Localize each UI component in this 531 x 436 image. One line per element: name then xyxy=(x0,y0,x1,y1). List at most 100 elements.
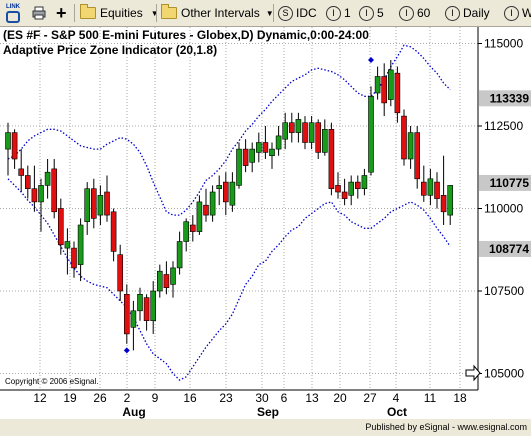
interval-5-button[interactable]: I 5 xyxy=(359,3,384,23)
candle-down xyxy=(31,188,38,203)
candle-down xyxy=(117,254,123,292)
chevron-down-icon: ▼ xyxy=(150,8,159,18)
candle-up xyxy=(130,310,137,328)
equities-label: Equities xyxy=(100,6,143,20)
y-tick-label: 110000 xyxy=(484,202,523,216)
month-label: Aug xyxy=(122,405,145,419)
interval-5-label: 5 xyxy=(377,6,384,20)
x-tick-label: 4 xyxy=(393,391,400,405)
month-label: Oct xyxy=(387,405,407,419)
interval-60-button[interactable]: I 60 xyxy=(399,3,430,23)
print-button[interactable] xyxy=(31,3,47,23)
candle-down xyxy=(190,224,196,232)
chain-icon xyxy=(6,10,20,23)
x-tick-label: 26 xyxy=(93,391,107,405)
indicator-title: Adaptive Price Zone Indicator (20,1.8) xyxy=(3,43,217,57)
candle-down xyxy=(288,122,295,133)
plus-icon: + xyxy=(56,3,67,23)
x-tick-label: 13 xyxy=(305,391,319,405)
link-button[interactable]: LINK xyxy=(4,3,22,23)
chart-panel[interactable]: 12 19 26 2 9 16 23 30 6 13 20 27 4 11 18 Aug Sep Oct 10500… xyxy=(0,27,531,419)
candle-up xyxy=(196,201,203,232)
candle-down xyxy=(223,181,229,203)
candle-down xyxy=(124,293,130,335)
candle-up xyxy=(361,175,368,189)
candle-up xyxy=(176,241,183,269)
candle-up xyxy=(374,76,381,94)
i-circle-icon: I xyxy=(359,5,374,21)
add-button[interactable]: + xyxy=(56,3,67,23)
i-circle-icon: I xyxy=(399,5,414,21)
candle-up xyxy=(150,290,156,322)
x-tick-label: 12 xyxy=(33,391,47,405)
candle-down xyxy=(262,142,269,153)
candle-up xyxy=(249,148,255,163)
printer-icon xyxy=(31,6,47,20)
price-tag-label: 108774 xyxy=(489,242,529,256)
lower-band-line xyxy=(7,178,451,381)
candle-up xyxy=(216,185,222,189)
candle-up xyxy=(64,241,71,249)
idc-label: IDC xyxy=(296,6,317,20)
price-chart: 12 19 26 2 9 16 23 30 6 13 20 27 4 11 18 Aug Sep Oct 10500… xyxy=(0,27,531,419)
x-tick-label: 9 xyxy=(152,391,159,405)
candle-up xyxy=(295,119,302,133)
signal-diamond-marker xyxy=(123,347,130,354)
x-tick-label: 2 xyxy=(124,391,131,405)
candle-up xyxy=(447,185,454,216)
candle-up xyxy=(368,96,374,173)
candle-down xyxy=(414,132,421,180)
toolbar-divider xyxy=(74,4,75,22)
candle-up xyxy=(407,132,414,160)
candle-down xyxy=(440,195,447,213)
candle-up xyxy=(183,221,189,242)
x-tick-label: 27 xyxy=(363,391,377,405)
candle-down xyxy=(394,72,401,114)
candle-down xyxy=(57,208,64,246)
candle-down xyxy=(335,185,341,193)
x-tick-label: 11 xyxy=(424,391,437,405)
intervals-dropdown[interactable]: Other Intervals ▼ xyxy=(161,3,274,23)
x-tick-label: 18 xyxy=(453,391,467,405)
candle-up xyxy=(38,185,44,203)
equities-dropdown[interactable]: Equities ▼ xyxy=(80,3,159,23)
x-tick-label: 23 xyxy=(219,391,233,405)
chevron-down-icon: ▼ xyxy=(265,8,274,18)
candle-up xyxy=(209,191,216,216)
price-tag-label: 113339 xyxy=(490,91,530,105)
candle-down xyxy=(18,168,25,176)
candle-up xyxy=(170,267,176,285)
interval-60-label: 60 xyxy=(417,6,431,20)
candle-up xyxy=(269,148,275,156)
candle-down xyxy=(420,181,427,196)
idc-button[interactable]: S IDC xyxy=(278,3,317,23)
candle-down xyxy=(242,148,249,166)
interval-1-button[interactable]: I 1 xyxy=(326,3,351,23)
candle-down xyxy=(328,129,335,190)
folder-icon xyxy=(80,4,96,19)
i-circle-icon: I xyxy=(445,5,460,21)
weekly-button[interactable]: I W xyxy=(504,3,531,23)
candle-down xyxy=(24,175,31,189)
candle-down xyxy=(381,76,388,104)
candle-up xyxy=(77,224,84,265)
price-tag-background xyxy=(479,90,531,107)
candle-up xyxy=(348,181,355,196)
candle-down xyxy=(143,297,150,322)
x-tick-label: 6 xyxy=(281,391,288,405)
candle-down xyxy=(302,122,308,143)
status-bar: Published by eSignal - www.esignal.com xyxy=(0,420,531,436)
candle-up xyxy=(255,142,262,153)
candle-down xyxy=(341,191,348,199)
candle-up xyxy=(157,270,163,292)
copyright-label: Copyright © 2006 eSignal. xyxy=(5,377,99,386)
price-tag-label: 110775 xyxy=(490,176,530,190)
signal-diamond-marker xyxy=(368,57,374,63)
candle-up xyxy=(427,178,434,196)
x-tick-label: 19 xyxy=(63,391,77,405)
daily-button[interactable]: I Daily xyxy=(445,3,490,23)
candle-up xyxy=(229,181,236,206)
candle-down xyxy=(434,181,440,199)
candle-down xyxy=(163,274,170,288)
y-tick-label: 112500 xyxy=(484,119,523,133)
